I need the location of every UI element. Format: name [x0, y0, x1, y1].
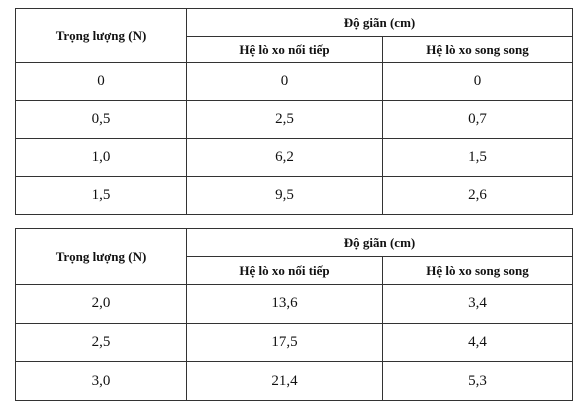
data-table: Trọng lượng (N) Độ giãn (cm) Hệ lò xo nối … — [15, 8, 573, 215]
table-cell: 0 — [382, 62, 573, 101]
table-cell: 13,6 — [186, 284, 383, 324]
table-cell: 1,5 — [382, 138, 573, 177]
header-row: Trọng lượng (N) Độ giãn (cm) — [15, 228, 573, 285]
header-cell: Trọng lượng (N) — [15, 8, 187, 63]
table-cell: 3,0 — [15, 361, 187, 402]
table-row: 1,5 9,5 2,6 — [15, 176, 573, 215]
header-cell: Hệ lò xo nối tiếp — [186, 36, 383, 63]
table-cell: 17,5 — [186, 322, 383, 363]
table-row: 1,0 6,2 1,5 — [15, 138, 573, 177]
table-cell: 9,5 — [186, 176, 383, 215]
table-cell: 0 — [15, 62, 187, 101]
header-row: Hệ lò xo nối tiếp Hệ lò xo song song — [16, 256, 573, 285]
table-cell: 2,6 — [382, 176, 573, 215]
header-cell: Hệ lò xo song song — [382, 256, 573, 285]
table-cell: 21,4 — [186, 361, 383, 402]
table-row: 2,5 17,5 4,4 — [15, 322, 573, 363]
data-table: Trọng lượng (N) Độ giãn (cm) Hệ lò xo nối … — [15, 228, 573, 402]
table-cell: 5,3 — [382, 361, 573, 402]
header-row: Hệ lò xo nối tiếp Hệ lò xo song song — [16, 36, 573, 63]
header-cell: Độ giãn (cm) — [186, 228, 573, 257]
header-cell: Trọng lượng (N) — [15, 228, 187, 285]
table-cell: 0,5 — [15, 100, 187, 139]
header-cell: Độ giãn (cm) — [186, 8, 573, 37]
table-cell: 0,7 — [382, 100, 573, 139]
table-cell: 1,5 — [15, 176, 187, 215]
table-cell: 2,5 — [15, 322, 187, 363]
table-cell: 1,0 — [15, 138, 187, 177]
table-cell: 6,2 — [186, 138, 383, 177]
table-cell: 2,5 — [186, 100, 383, 139]
table-cell: 3,4 — [382, 284, 573, 324]
header-cell: Hệ lò xo song song — [382, 36, 573, 63]
table-row: 0,5 2,5 0,7 — [15, 100, 573, 139]
header-row: Trọng lượng (N) Độ giãn (cm) — [15, 8, 573, 63]
header-cell: Hệ lò xo nối tiếp — [186, 256, 383, 285]
table-cell: 0 — [186, 62, 383, 101]
table-row: 3,0 21,4 5,3 — [15, 361, 573, 402]
table-cell: 4,4 — [382, 322, 573, 363]
table-cell: 2,0 — [15, 284, 187, 324]
table-row: 2,0 13,6 3,4 — [15, 284, 573, 324]
